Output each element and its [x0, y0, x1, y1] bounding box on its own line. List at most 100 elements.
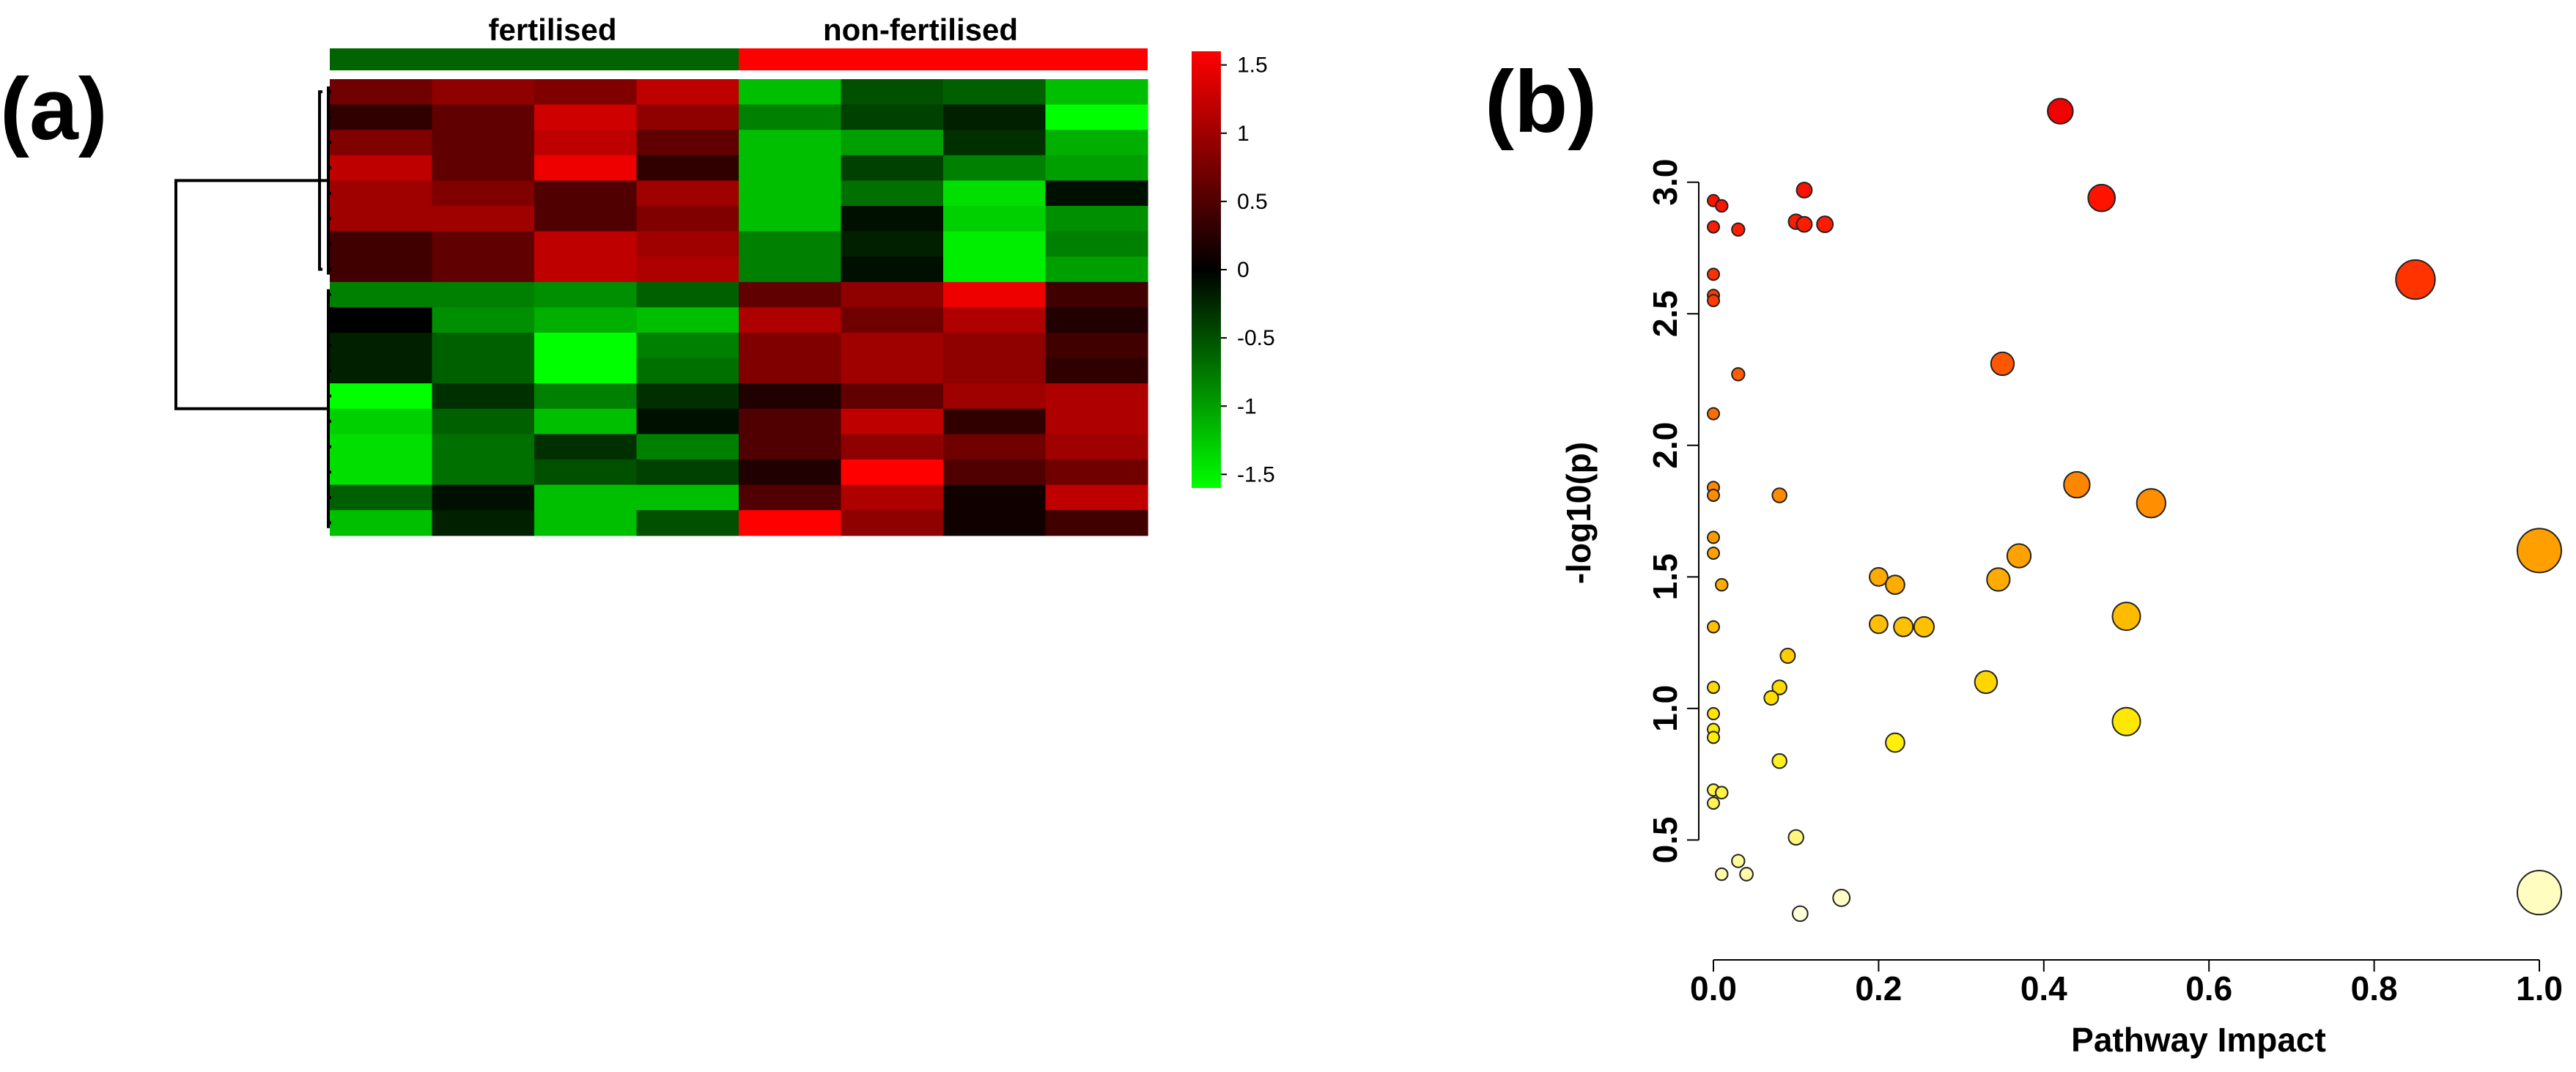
x-axis-tick-label: 1.0	[2516, 969, 2563, 1008]
color-key-tick-label: -1.5	[1237, 462, 1275, 487]
heatmap-cell	[739, 281, 842, 308]
heatmap-cell	[330, 206, 433, 232]
heatmap-cell	[636, 130, 739, 156]
heatmap-cell	[1045, 79, 1148, 106]
pathway-point	[1832, 888, 1851, 907]
pathway-point	[1771, 753, 1787, 769]
heatmap-cell	[534, 358, 638, 384]
heatmap-cell	[739, 383, 842, 410]
heatmap-cell	[943, 358, 1047, 384]
heatmap-cell	[739, 510, 842, 536]
heatmap-cell	[1045, 358, 1148, 384]
heatmap-panel: (a) fertilised non-fertilised 1.5 1 0.5 0 -0…	[0, 12, 1275, 536]
pathway-point	[1715, 577, 1729, 592]
heatmap-cell	[739, 408, 842, 435]
pathway-point	[1707, 531, 1720, 544]
heatmap-cell	[943, 180, 1047, 207]
heatmap-cell	[841, 383, 944, 410]
heatmap-cell	[534, 256, 638, 283]
heatmap-cell	[943, 231, 1047, 257]
x-axis-tick-label: 0.6	[2185, 969, 2232, 1008]
y-axis-tick-label: 2.5	[1646, 290, 1684, 337]
heatmap-cell	[1045, 206, 1148, 232]
color-key-tick-label: 1	[1237, 122, 1250, 146]
x-axis-tick-label: 0.4	[2020, 969, 2067, 1008]
heatmap-cell	[841, 333, 944, 359]
heatmap-cell	[636, 383, 739, 410]
color-key-bar	[1192, 51, 1221, 488]
pathway-point	[1974, 670, 1999, 695]
heatmap-cell	[841, 155, 944, 181]
heatmap-cell	[330, 459, 433, 486]
pathway-point	[1816, 215, 1834, 234]
heatmap-cell	[1045, 333, 1148, 359]
heatmap-cell	[841, 484, 944, 511]
pathway-point	[1792, 905, 1809, 923]
pathway-point	[1869, 614, 1889, 635]
heatmap-cell	[330, 104, 433, 130]
heatmap-cell	[534, 206, 638, 232]
pathway-point	[1885, 574, 1905, 595]
x-axis-title: Pathway Impact	[2071, 1021, 2326, 1059]
x-axis-tick-label: 0.8	[2351, 969, 2398, 1008]
heatmap-cell	[534, 79, 638, 106]
pathway-point	[1771, 487, 1787, 503]
heatmap-cell	[739, 484, 842, 511]
heatmap-cell	[841, 434, 944, 460]
heatmap-cell	[432, 206, 535, 232]
heatmap-cell	[432, 79, 535, 106]
pathway-point	[1715, 785, 1729, 799]
heatmap-cell	[1045, 434, 1148, 460]
scatter-points	[1707, 97, 2562, 923]
heatmap-cell	[841, 206, 944, 232]
heatmap-cell	[1045, 459, 1148, 486]
pathway-point	[2063, 470, 2091, 499]
heatmap-cell	[943, 434, 1047, 460]
heatmap-cell	[1045, 408, 1148, 435]
heatmap-cell	[330, 333, 433, 359]
heatmap-cell	[534, 180, 638, 207]
pathway-point	[2395, 259, 2436, 300]
color-key: 1.5 1 0.5 0 -0.5 -1 -1.5	[1192, 51, 1275, 488]
heatmap-cell	[739, 180, 842, 207]
heatmap-cell	[841, 307, 944, 333]
heatmap-cells	[330, 79, 1148, 536]
heatmap-cell	[636, 79, 739, 106]
heatmap-cell	[534, 307, 638, 333]
heatmap-cell	[739, 358, 842, 384]
heatmap-cell	[330, 383, 433, 410]
color-key-tick-label: -0.5	[1237, 326, 1275, 350]
heatmap-cell	[534, 155, 638, 181]
heatmap-cell	[432, 256, 535, 283]
heatmap-cell	[330, 408, 433, 435]
heatmap-cell	[636, 510, 739, 536]
heatmap-cell	[943, 459, 1047, 486]
heatmap-cell	[330, 79, 433, 106]
heatmap-cell	[739, 307, 842, 333]
heatmap-cell	[636, 104, 739, 130]
heatmap-cell	[432, 358, 535, 384]
pathway-point	[1715, 867, 1729, 881]
heatmap-cell	[739, 79, 842, 106]
x-axis-tick-label: 0.2	[1855, 969, 1902, 1008]
non-fertilised-label: non-fertilised	[823, 12, 1018, 47]
heatmap-cell	[534, 104, 638, 130]
pathway-point	[1715, 199, 1729, 213]
heatmap-cell	[841, 79, 944, 106]
heatmap-cell	[432, 333, 535, 359]
pathway-point	[1986, 567, 2011, 592]
heatmap-cell	[432, 383, 535, 410]
heatmap-cell	[534, 231, 638, 257]
heatmap-cell	[432, 180, 535, 207]
heatmap-cell	[943, 307, 1047, 333]
heatmap-cell	[841, 510, 944, 536]
heatmap-cell	[1045, 104, 1148, 130]
heatmap-cell	[841, 281, 944, 308]
heatmap-cell	[534, 383, 638, 410]
heatmap-cell	[432, 307, 535, 333]
heatmap-cell	[330, 180, 433, 207]
heatmap-cell	[432, 408, 535, 435]
pathway-point	[1885, 732, 1905, 753]
panel-a-label: (a)	[0, 60, 108, 158]
pathway-point	[1707, 731, 1720, 744]
